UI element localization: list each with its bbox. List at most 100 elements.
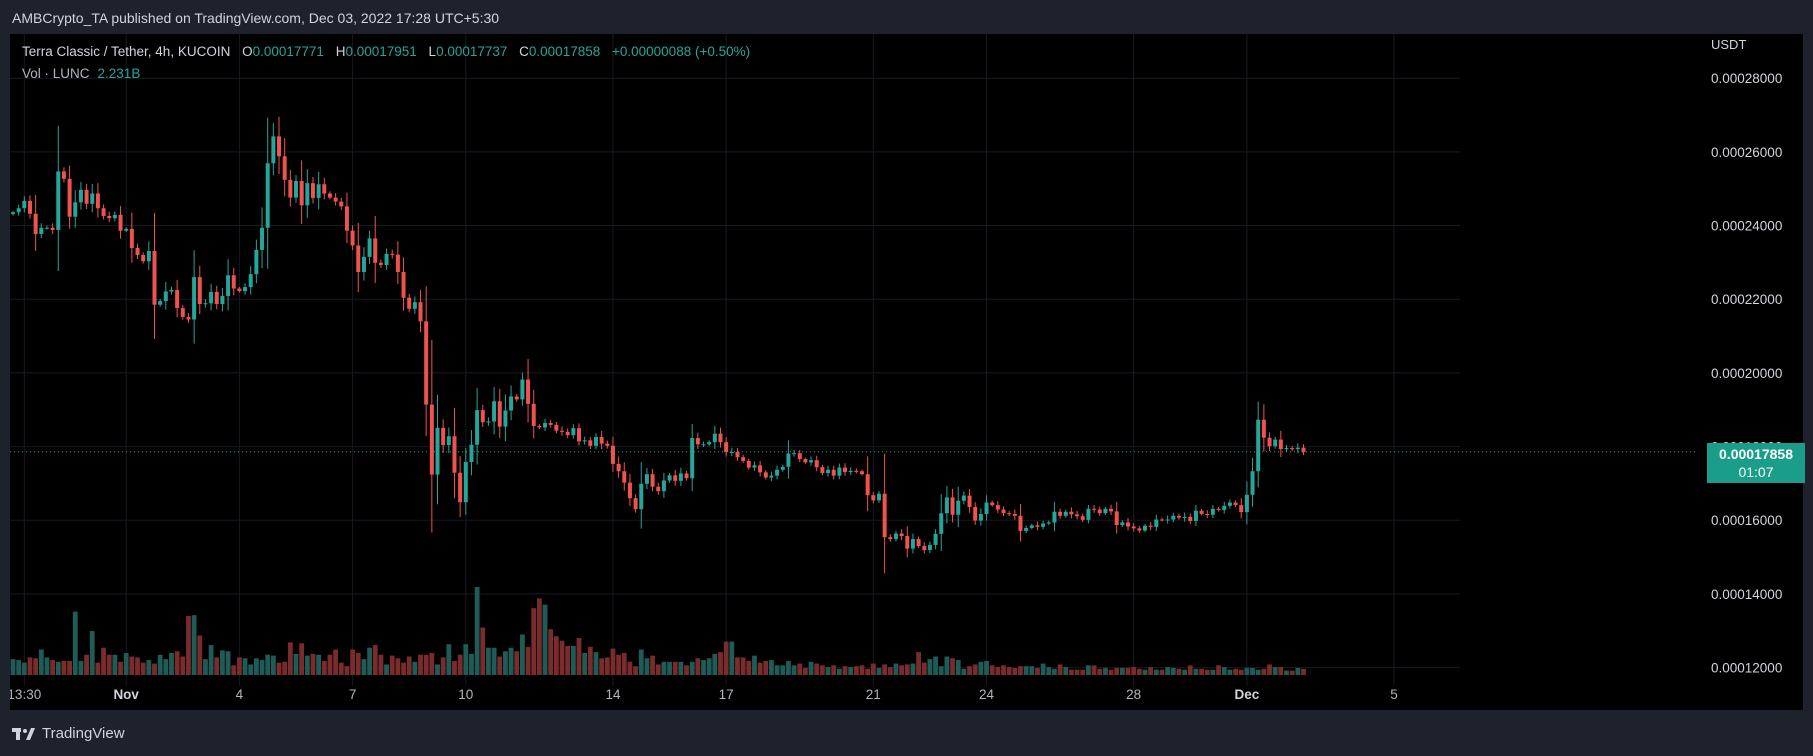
candle-body	[826, 469, 831, 474]
volume-bar	[186, 616, 191, 675]
candle-body	[707, 442, 712, 445]
volume-bar	[463, 644, 469, 675]
volume-bar	[33, 658, 39, 675]
volume-bar	[395, 658, 401, 675]
candle-body	[843, 467, 848, 472]
symbol-title[interactable]: Terra Classic / Tether, 4h, KUCOIN	[22, 44, 231, 59]
header-bar: AMBCrypto_TA published on TradingView.co…	[0, 0, 1813, 34]
candle-body	[831, 469, 836, 476]
volume-bar	[819, 665, 825, 675]
candle-body	[310, 183, 315, 198]
volume-bar	[237, 657, 242, 675]
candle-body	[650, 474, 655, 487]
volume-bar	[367, 647, 372, 675]
candle-body	[265, 163, 270, 228]
candle-body	[865, 474, 870, 496]
candle-body	[1143, 525, 1147, 531]
volume-bar	[406, 656, 412, 675]
volume-bar	[61, 660, 67, 675]
chart-panel[interactable]: 0.000120000.000140000.000160000.00018000…	[10, 34, 1805, 710]
candle-body	[1244, 494, 1249, 513]
candle-body	[11, 212, 15, 215]
volume-bar	[1023, 666, 1029, 675]
volume-bar	[72, 611, 78, 675]
candle-body	[854, 470, 859, 472]
candle-body	[775, 469, 780, 476]
candle-body	[446, 436, 451, 446]
candle-body	[797, 453, 802, 460]
candle-body	[1097, 509, 1102, 514]
volume-bar	[865, 668, 871, 675]
volume-bar	[106, 654, 112, 675]
y-tick-label: 0.00012000	[1711, 661, 1782, 676]
volume-bar	[55, 661, 61, 675]
volume-bar	[1250, 667, 1255, 675]
candle-body	[577, 428, 581, 442]
candle-body	[1239, 505, 1244, 513]
y-tick-label: 0.00028000	[1711, 71, 1782, 86]
volume-bar	[559, 640, 565, 675]
candle-body	[809, 460, 814, 463]
volume-bar	[1057, 664, 1063, 675]
candle-body	[1205, 513, 1210, 515]
volume-bar	[16, 660, 22, 675]
candle-body	[1256, 419, 1261, 472]
candle-body	[939, 513, 944, 534]
volume-bar	[1046, 667, 1052, 675]
candle-body	[1267, 437, 1272, 447]
volume-bar	[757, 662, 763, 675]
candle-body	[531, 403, 536, 426]
candle-body	[622, 471, 627, 483]
candle-body	[503, 410, 508, 427]
volume-bar	[146, 660, 152, 675]
candle-body	[520, 379, 525, 400]
volume-bar	[610, 648, 616, 675]
volume-bar	[1097, 668, 1103, 675]
candle-body	[277, 136, 282, 157]
candle-body	[384, 253, 389, 265]
candle-body	[820, 467, 825, 474]
candle-body	[367, 238, 372, 257]
volume-bar	[1142, 669, 1148, 675]
candle-body	[327, 193, 332, 198]
volume-bar	[225, 651, 231, 675]
candle-body	[1029, 525, 1034, 528]
volume-bar	[616, 654, 622, 675]
candle-body	[950, 497, 955, 515]
candle-body	[1216, 508, 1221, 510]
volume-bar	[44, 657, 50, 675]
footer-brand[interactable]: TradingView	[12, 725, 125, 742]
volume-bar	[599, 658, 605, 675]
candle-body	[475, 410, 480, 445]
candle-body	[514, 396, 519, 400]
volume-bar	[1295, 667, 1301, 675]
candle-body	[158, 301, 163, 305]
candle-body	[294, 180, 298, 198]
candle-body	[1052, 511, 1057, 523]
volume-bar	[27, 657, 33, 675]
volume-bar	[1006, 667, 1012, 675]
volume-bar	[1182, 669, 1188, 675]
candle-body	[667, 475, 672, 481]
volume-bar	[553, 636, 559, 675]
candle-body	[373, 238, 378, 263]
candle-body	[469, 444, 474, 463]
chart-svg[interactable]: 0.000120000.000140000.000160000.00018000…	[10, 34, 1803, 710]
volume-bar	[916, 652, 921, 675]
candle-body	[588, 440, 593, 446]
volume-bar	[961, 668, 967, 675]
volume-label[interactable]: Vol · LUNC	[22, 66, 90, 81]
volume-bar	[503, 651, 508, 675]
volume-bar	[933, 656, 938, 675]
candle-body	[84, 189, 89, 204]
volume-bar	[1108, 669, 1114, 675]
volume-bar	[1204, 669, 1210, 675]
candle-body	[1182, 516, 1187, 518]
candle-body	[254, 249, 259, 275]
volume-bar	[401, 662, 406, 675]
candle-body	[922, 546, 927, 551]
volume-bar	[435, 664, 440, 675]
volume-bar	[831, 665, 837, 675]
open-key: O	[242, 44, 253, 59]
candle-body	[1176, 515, 1181, 518]
